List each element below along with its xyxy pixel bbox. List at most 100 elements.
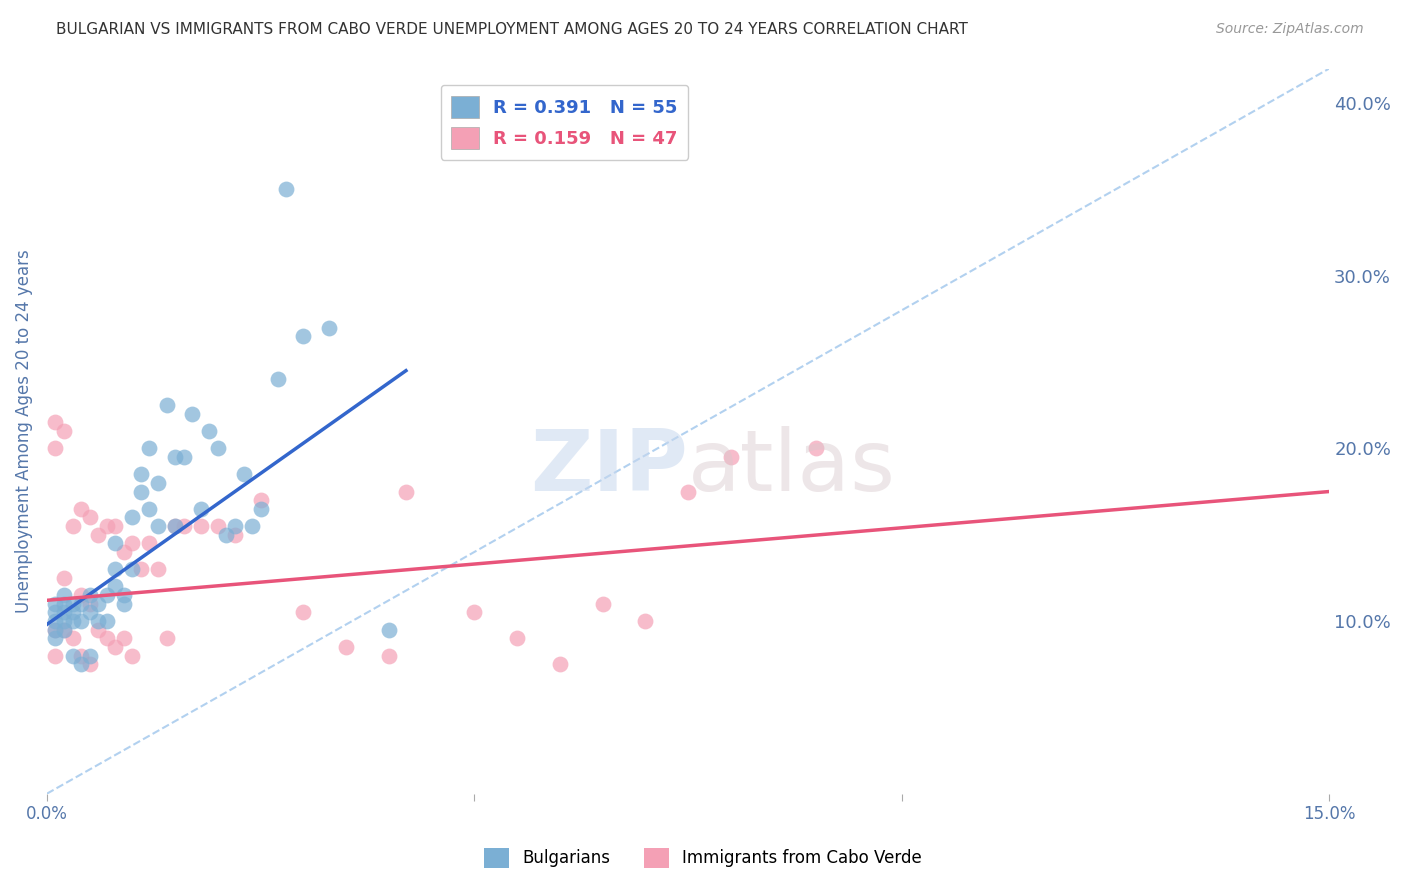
Point bbox=[249, 501, 271, 516]
Point bbox=[53, 614, 76, 628]
Point bbox=[138, 536, 160, 550]
Point bbox=[292, 606, 315, 620]
Point bbox=[173, 519, 195, 533]
Point bbox=[378, 623, 401, 637]
Point bbox=[592, 597, 614, 611]
Point bbox=[70, 597, 93, 611]
Point bbox=[96, 588, 118, 602]
Point bbox=[165, 519, 187, 533]
Point bbox=[190, 501, 212, 516]
Point bbox=[44, 648, 66, 663]
Text: ZIP: ZIP bbox=[530, 425, 688, 508]
Point bbox=[62, 614, 84, 628]
Point bbox=[190, 519, 212, 533]
Point bbox=[548, 657, 571, 672]
Point bbox=[335, 640, 357, 654]
Text: atlas: atlas bbox=[688, 425, 896, 508]
Point bbox=[318, 320, 340, 334]
Point bbox=[104, 640, 127, 654]
Point bbox=[267, 372, 290, 386]
Point bbox=[104, 519, 127, 533]
Point bbox=[53, 588, 76, 602]
Text: BULGARIAN VS IMMIGRANTS FROM CABO VERDE UNEMPLOYMENT AMONG AGES 20 TO 24 YEARS C: BULGARIAN VS IMMIGRANTS FROM CABO VERDE … bbox=[56, 22, 969, 37]
Point bbox=[79, 588, 101, 602]
Legend: R = 0.391   N = 55, R = 0.159   N = 47: R = 0.391 N = 55, R = 0.159 N = 47 bbox=[440, 85, 688, 160]
Point bbox=[104, 536, 127, 550]
Point bbox=[79, 510, 101, 524]
Point bbox=[121, 648, 143, 663]
Point bbox=[121, 536, 143, 550]
Point bbox=[112, 597, 135, 611]
Point bbox=[104, 579, 127, 593]
Point bbox=[146, 475, 169, 490]
Point bbox=[463, 606, 485, 620]
Point bbox=[53, 623, 76, 637]
Point bbox=[121, 510, 143, 524]
Point bbox=[129, 467, 152, 482]
Point bbox=[198, 424, 221, 438]
Point bbox=[96, 632, 118, 646]
Y-axis label: Unemployment Among Ages 20 to 24 years: Unemployment Among Ages 20 to 24 years bbox=[15, 249, 32, 613]
Point bbox=[676, 484, 699, 499]
Point bbox=[79, 597, 101, 611]
Point bbox=[79, 606, 101, 620]
Point bbox=[155, 632, 177, 646]
Point bbox=[70, 588, 93, 602]
Point bbox=[129, 562, 152, 576]
Point bbox=[44, 442, 66, 456]
Point bbox=[165, 450, 187, 464]
Point bbox=[506, 632, 529, 646]
Point bbox=[87, 597, 110, 611]
Point bbox=[240, 519, 263, 533]
Point bbox=[121, 562, 143, 576]
Point bbox=[53, 424, 76, 438]
Point bbox=[634, 614, 657, 628]
Point bbox=[395, 484, 418, 499]
Point bbox=[146, 562, 169, 576]
Point bbox=[224, 519, 246, 533]
Point bbox=[44, 632, 66, 646]
Point bbox=[87, 614, 110, 628]
Point bbox=[62, 606, 84, 620]
Point bbox=[44, 416, 66, 430]
Point bbox=[53, 606, 76, 620]
Point bbox=[112, 545, 135, 559]
Point bbox=[44, 614, 66, 628]
Point bbox=[112, 588, 135, 602]
Point bbox=[70, 614, 93, 628]
Point bbox=[146, 519, 169, 533]
Point bbox=[53, 597, 76, 611]
Point bbox=[165, 519, 187, 533]
Point bbox=[96, 519, 118, 533]
Point bbox=[62, 519, 84, 533]
Point bbox=[53, 571, 76, 585]
Point bbox=[70, 648, 93, 663]
Point bbox=[44, 623, 66, 637]
Point bbox=[53, 623, 76, 637]
Text: Source: ZipAtlas.com: Source: ZipAtlas.com bbox=[1216, 22, 1364, 37]
Point bbox=[96, 614, 118, 628]
Point bbox=[173, 450, 195, 464]
Point bbox=[44, 597, 66, 611]
Point bbox=[249, 493, 271, 508]
Point bbox=[62, 632, 84, 646]
Point bbox=[87, 527, 110, 541]
Point bbox=[62, 648, 84, 663]
Point bbox=[224, 527, 246, 541]
Point bbox=[62, 597, 84, 611]
Legend: Bulgarians, Immigrants from Cabo Verde: Bulgarians, Immigrants from Cabo Verde bbox=[478, 841, 928, 875]
Point bbox=[207, 519, 229, 533]
Point bbox=[720, 450, 742, 464]
Point bbox=[87, 623, 110, 637]
Point bbox=[70, 501, 93, 516]
Point bbox=[44, 623, 66, 637]
Point bbox=[232, 467, 254, 482]
Point bbox=[292, 329, 315, 343]
Point bbox=[112, 632, 135, 646]
Point bbox=[79, 657, 101, 672]
Point bbox=[44, 606, 66, 620]
Point bbox=[378, 648, 401, 663]
Point bbox=[138, 442, 160, 456]
Point bbox=[181, 407, 204, 421]
Point bbox=[215, 527, 238, 541]
